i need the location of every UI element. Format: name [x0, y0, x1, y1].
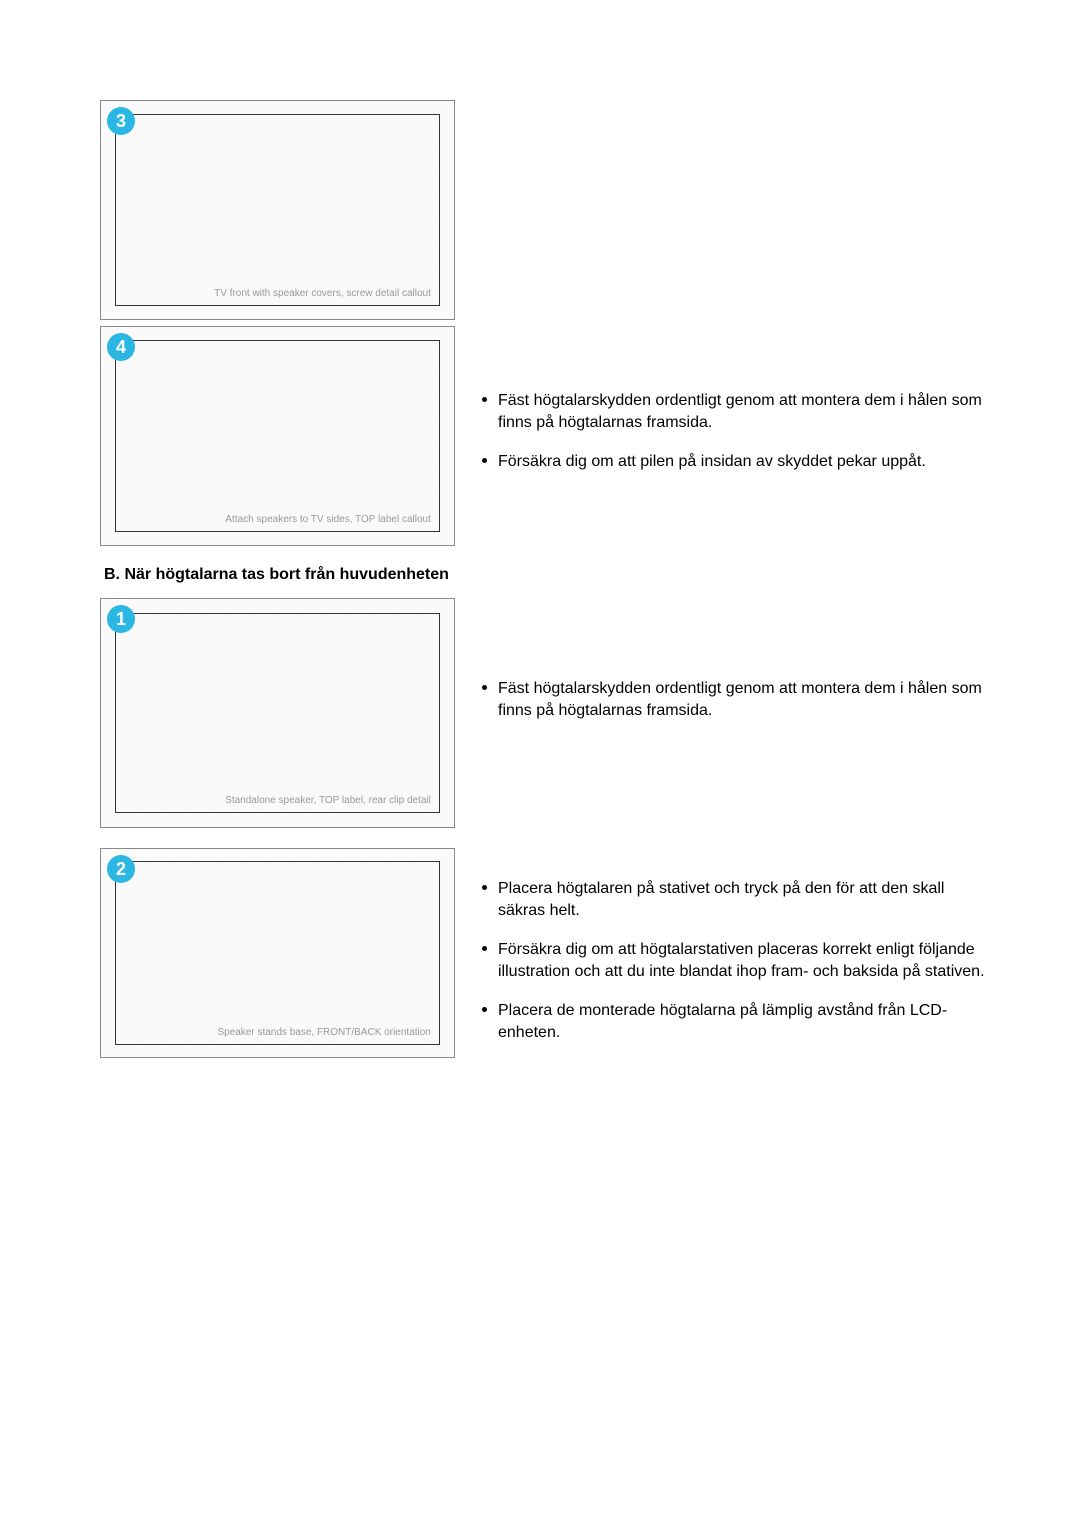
bullet-item: Försäkra dig om att pilen på insidan av … [480, 451, 990, 473]
diagram-step-3: 3 [100, 100, 455, 320]
lineart-placeholder [115, 861, 440, 1044]
diagram-step-4: 4 [100, 326, 455, 546]
step-row-b1: 1 Fäst högtalarskydden ordentligt genom … [100, 598, 990, 828]
manual-page: 3 4 Fäst högtalarskydden ordentligt geno… [0, 0, 1080, 1142]
diagram-column: 2 [100, 848, 470, 1058]
bullet-list: Fäst högtalarskydden ordentligt genom at… [480, 390, 990, 473]
step-badge: 2 [107, 855, 135, 883]
lineart-placeholder [115, 340, 440, 532]
diagram-column: 3 4 [100, 100, 470, 546]
instruction-text: Fäst högtalarskydden ordentligt genom at… [480, 100, 990, 491]
step-badge: 3 [107, 107, 135, 135]
diagram-column: 1 [100, 598, 470, 828]
step-row-a3-a4: 3 4 Fäst högtalarskydden ordentligt geno… [100, 100, 990, 546]
bullet-item: Placera de monterade högtalarna på lämpl… [480, 1000, 990, 1043]
diagram-step-b2: 2 [100, 848, 455, 1058]
section-b-heading: B. När högtalarna tas bort från huvudenh… [104, 566, 990, 584]
step-row-b2: 2 Placera högtalaren på stativet och try… [100, 848, 990, 1062]
lineart-placeholder [115, 114, 440, 306]
bullet-item: Placera högtalaren på stativet och tryck… [480, 878, 990, 921]
step-badge: 4 [107, 333, 135, 361]
bullet-list: Placera högtalaren på stativet och tryck… [480, 878, 990, 1044]
step-badge: 1 [107, 605, 135, 633]
instruction-text: Placera högtalaren på stativet och tryck… [480, 848, 990, 1062]
bullet-item: Fäst högtalarskydden ordentligt genom at… [480, 678, 990, 721]
bullet-list: Fäst högtalarskydden ordentligt genom at… [480, 678, 990, 721]
diagram-step-b1: 1 [100, 598, 455, 828]
bullet-item: Försäkra dig om att högtalarstativen pla… [480, 939, 990, 982]
instruction-text: Fäst högtalarskydden ordentligt genom at… [480, 598, 990, 739]
lineart-placeholder [115, 613, 440, 814]
bullet-item: Fäst högtalarskydden ordentligt genom at… [480, 390, 990, 433]
